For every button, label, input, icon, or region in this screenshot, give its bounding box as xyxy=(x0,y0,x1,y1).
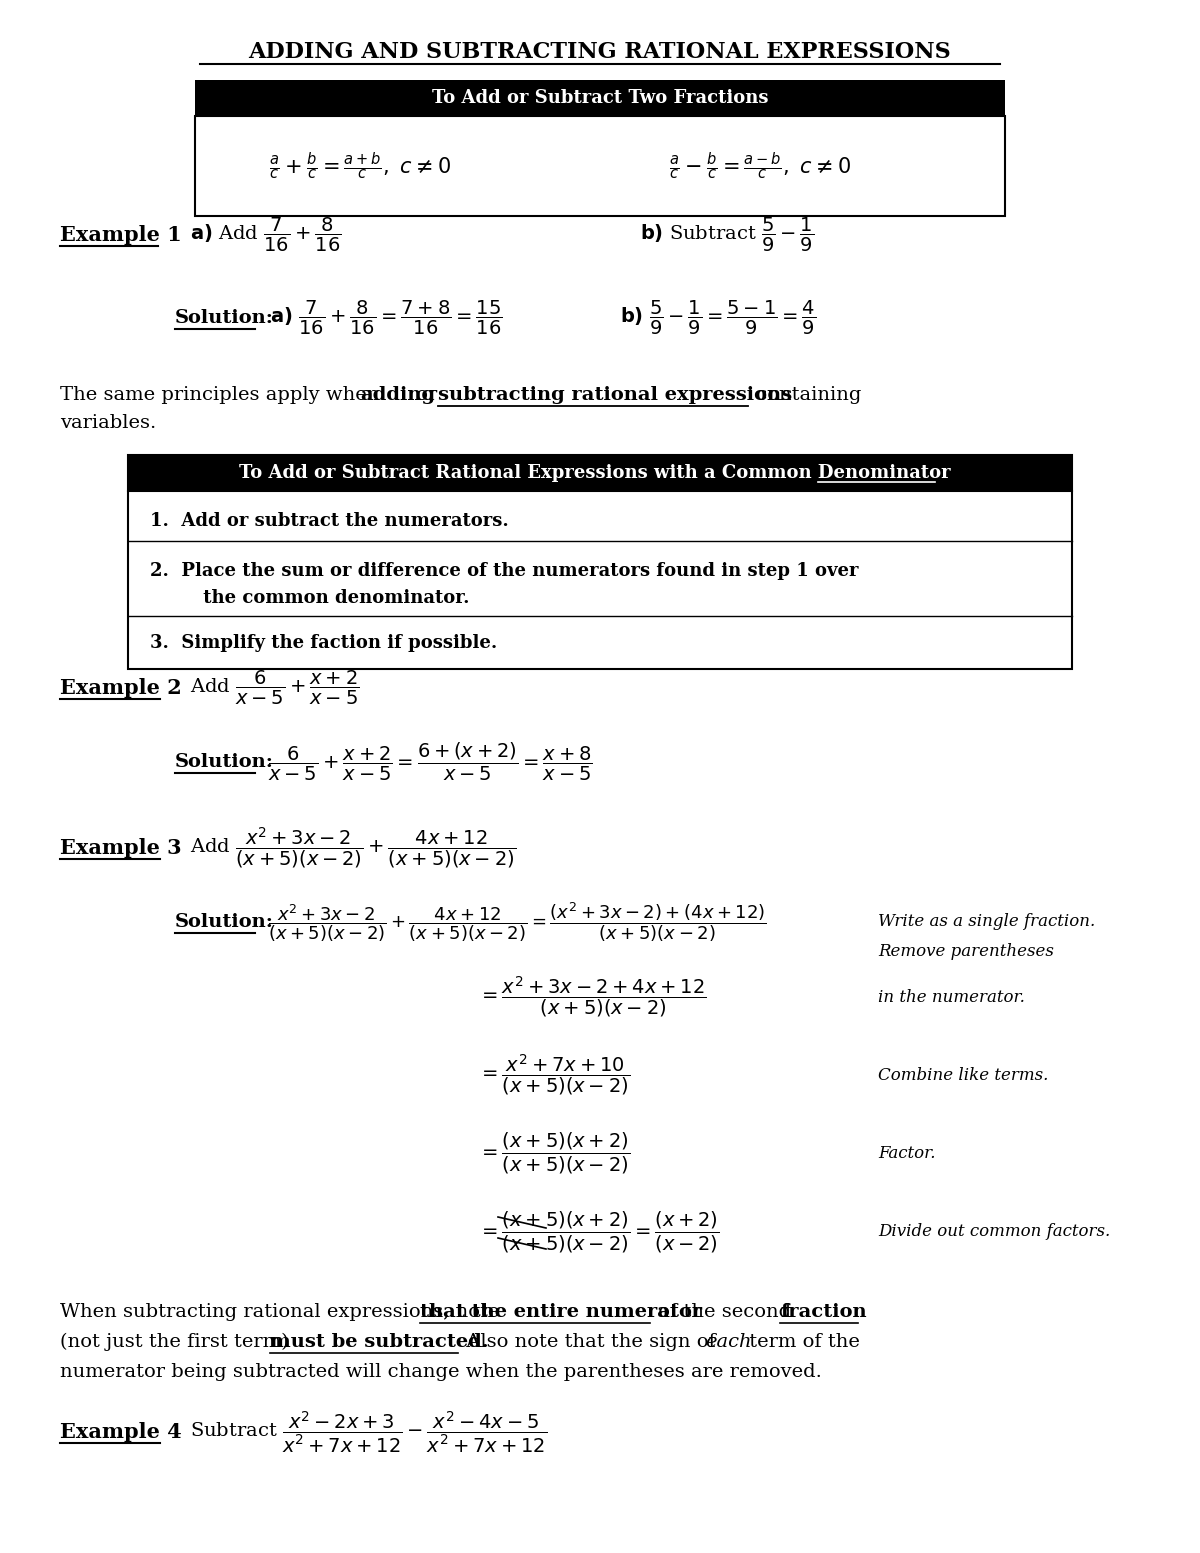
Text: $\mathbf{b)}$ Subtract $\dfrac{5}{9}-\dfrac{1}{9}$: $\mathbf{b)}$ Subtract $\dfrac{5}{9}-\df… xyxy=(640,216,815,255)
Text: $=\dfrac{(x+5)(x+2)}{(x+5)(x-2)}$: $=\dfrac{(x+5)(x+2)}{(x+5)(x-2)}$ xyxy=(478,1131,630,1176)
Text: fraction: fraction xyxy=(780,1303,866,1322)
Text: ADDING AND SUBTRACTING RATIONAL EXPRESSIONS: ADDING AND SUBTRACTING RATIONAL EXPRESSI… xyxy=(248,40,952,64)
Text: Remove parentheses: Remove parentheses xyxy=(878,944,1054,960)
Text: (not just the first term): (not just the first term) xyxy=(60,1332,295,1351)
Text: Example 2: Example 2 xyxy=(60,679,181,697)
Text: $\mathbf{a)}\ \dfrac{7}{16}+\dfrac{8}{16}=\dfrac{7+8}{16}=\dfrac{15}{16}$: $\mathbf{a)}\ \dfrac{7}{16}+\dfrac{8}{16… xyxy=(270,300,503,337)
Text: variables.: variables. xyxy=(60,415,156,432)
Text: the common denominator.: the common denominator. xyxy=(172,589,469,607)
Text: containing: containing xyxy=(750,387,862,404)
Text: Example 3: Example 3 xyxy=(60,839,181,857)
Text: $\dfrac{6}{x-5}+\dfrac{x+2}{x-5}=\dfrac{6+(x+2)}{x-5}=\dfrac{x+8}{x-5}$: $\dfrac{6}{x-5}+\dfrac{x+2}{x-5}=\dfrac{… xyxy=(268,741,593,783)
Text: Example 4: Example 4 xyxy=(60,1423,181,1443)
Text: Solution:: Solution: xyxy=(175,309,274,328)
Text: Solution:: Solution: xyxy=(175,913,274,930)
Text: Factor.: Factor. xyxy=(878,1145,936,1162)
Text: 3.  Simplify the faction if possible.: 3. Simplify the faction if possible. xyxy=(150,634,497,652)
Text: subtracting rational expressions: subtracting rational expressions xyxy=(438,387,792,404)
Bar xyxy=(128,455,1072,491)
Text: $\mathbf{b)}\ \dfrac{5}{9}-\dfrac{1}{9}=\dfrac{5-1}{9}=\dfrac{4}{9}$: $\mathbf{b)}\ \dfrac{5}{9}-\dfrac{1}{9}=… xyxy=(620,300,816,337)
Text: of the second: of the second xyxy=(652,1303,797,1322)
Text: To Add or Subtract Two Fractions: To Add or Subtract Two Fractions xyxy=(432,89,768,107)
Text: or: or xyxy=(410,387,444,404)
Text: Add $\dfrac{6}{x-5}+\dfrac{x+2}{x-5}$: Add $\dfrac{6}{x-5}+\dfrac{x+2}{x-5}$ xyxy=(190,669,360,707)
Text: each: each xyxy=(706,1332,751,1351)
Text: Example 1: Example 1 xyxy=(60,225,181,245)
Text: $\mathbf{a)}$ Add $\dfrac{7}{16}+\dfrac{8}{16}$: $\mathbf{a)}$ Add $\dfrac{7}{16}+\dfrac{… xyxy=(190,216,342,255)
Text: $=\dfrac{x^2+7x+10}{(x+5)(x-2)}$: $=\dfrac{x^2+7x+10}{(x+5)(x-2)}$ xyxy=(478,1053,630,1098)
Text: that the entire numerator: that the entire numerator xyxy=(420,1303,702,1322)
Text: must be subtracted.: must be subtracted. xyxy=(270,1332,488,1351)
Text: numerator being subtracted will change when the parentheses are removed.: numerator being subtracted will change w… xyxy=(60,1364,822,1381)
Text: To Add or Subtract Rational Expressions with a Common Denominator: To Add or Subtract Rational Expressions … xyxy=(239,464,950,481)
Text: $\frac{a}{c}-\frac{b}{c}=\frac{a-b}{c},\ c\neq 0$: $\frac{a}{c}-\frac{b}{c}=\frac{a-b}{c},\… xyxy=(670,151,851,182)
Text: When subtracting rational expressions, note: When subtracting rational expressions, n… xyxy=(60,1303,505,1322)
Bar xyxy=(194,116,1006,216)
Text: $=\dfrac{(x+5)(x+2)}{(x+5)(x-2)}=\dfrac{(x+2)}{(x-2)}$: $=\dfrac{(x+5)(x+2)}{(x+5)(x-2)}=\dfrac{… xyxy=(478,1210,720,1255)
Text: $\dfrac{x^2+3x-2}{(x+5)(x-2)}+\dfrac{4x+12}{(x+5)(x-2)}=\dfrac{(x^2+3x-2)+(4x+12: $\dfrac{x^2+3x-2}{(x+5)(x-2)}+\dfrac{4x+… xyxy=(268,901,767,944)
Text: term of the: term of the xyxy=(743,1332,860,1351)
Text: adding: adding xyxy=(360,387,436,404)
Text: 2.  Place the sum or difference of the numerators found in step 1 over: 2. Place the sum or difference of the nu… xyxy=(150,562,858,579)
Text: Divide out common factors.: Divide out common factors. xyxy=(878,1224,1110,1241)
Text: Also note that the sign of: Also note that the sign of xyxy=(460,1332,722,1351)
Bar xyxy=(194,81,1006,116)
Text: in the numerator.: in the numerator. xyxy=(878,989,1025,1005)
Text: Add $\dfrac{x^2+3x-2}{(x+5)(x-2)}+\dfrac{4x+12}{(x+5)(x-2)}$: Add $\dfrac{x^2+3x-2}{(x+5)(x-2)}+\dfrac… xyxy=(190,826,516,871)
Text: Subtract $\dfrac{x^2-2x+3}{x^2+7x+12}-\dfrac{x^2-4x-5}{x^2+7x+12}$: Subtract $\dfrac{x^2-2x+3}{x^2+7x+12}-\d… xyxy=(190,1409,547,1455)
Text: Solution:: Solution: xyxy=(175,753,274,770)
Text: $\frac{a}{c}+\frac{b}{c}=\frac{a+b}{c},\ c\neq 0$: $\frac{a}{c}+\frac{b}{c}=\frac{a+b}{c},\… xyxy=(269,151,451,182)
Text: $=\dfrac{x^2+3x-2+4x+12}{(x+5)(x-2)}$: $=\dfrac{x^2+3x-2+4x+12}{(x+5)(x-2)}$ xyxy=(478,975,707,1019)
Text: Combine like terms.: Combine like terms. xyxy=(878,1067,1049,1084)
Text: The same principles apply when: The same principles apply when xyxy=(60,387,385,404)
Text: 1.  Add or subtract the numerators.: 1. Add or subtract the numerators. xyxy=(150,512,509,530)
Text: Write as a single fraction.: Write as a single fraction. xyxy=(878,913,1096,930)
Bar xyxy=(128,491,1072,669)
